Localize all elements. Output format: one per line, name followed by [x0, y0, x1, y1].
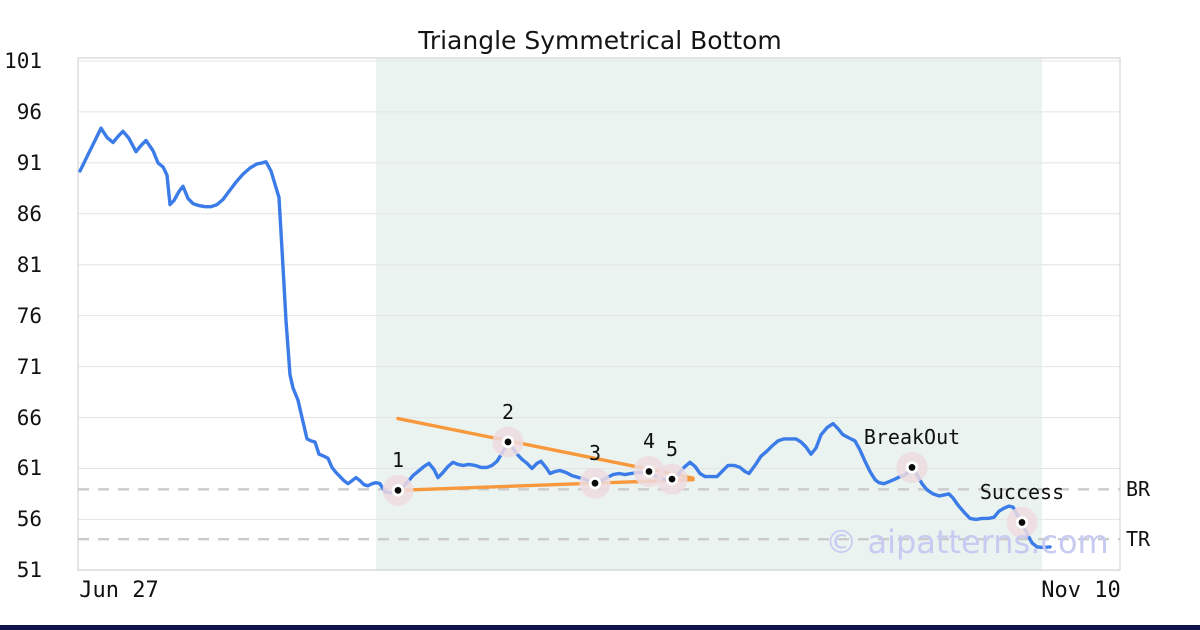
marker-label-success: Success — [979, 480, 1065, 505]
price-line — [78, 126, 1052, 550]
marker-dot — [665, 472, 679, 486]
y-tick-label: 66 — [16, 405, 42, 430]
marker-dot — [642, 465, 656, 478]
y-tick-label: 56 — [16, 507, 42, 532]
y-tick-label: 61 — [16, 456, 42, 481]
marker-dot — [501, 435, 515, 449]
level-label-tr: TR — [1126, 527, 1151, 552]
watermark: © aipatterns.com — [825, 523, 1109, 561]
y-tick-label: 91 — [16, 150, 42, 175]
y-tick-label: 101 — [4, 49, 42, 73]
y-tick-label: 76 — [16, 303, 42, 328]
marker-label-3: 3 — [588, 441, 602, 466]
marker-label-5: 5 — [665, 437, 679, 462]
y-tick-label: 81 — [16, 252, 42, 277]
marker-label-4: 4 — [642, 429, 656, 454]
marker-label-2: 2 — [501, 399, 515, 424]
marker-label-1: 1 — [391, 448, 405, 473]
marker-dot — [391, 484, 405, 497]
pattern-region — [376, 58, 1042, 570]
marker-dot — [905, 461, 919, 474]
marker-label-breakout: BreakOut — [863, 425, 961, 450]
y-tick-label: 86 — [16, 201, 42, 226]
level-label-br: BR — [1126, 477, 1151, 502]
chart-title: Triangle Symmetrical Bottom — [418, 26, 782, 55]
y-tick-label: 96 — [16, 99, 42, 124]
x-tick-label-start: Jun 27 — [79, 578, 159, 603]
marker-dot — [588, 477, 602, 490]
y-tick-label: 51 — [16, 558, 42, 583]
y-tick-label: 71 — [16, 354, 42, 379]
marker-dot — [1015, 516, 1029, 529]
x-tick-label-end: Nov 10 — [1041, 578, 1121, 603]
plot-border — [77, 57, 1121, 571]
bottom-accent-bar — [0, 625, 1200, 630]
